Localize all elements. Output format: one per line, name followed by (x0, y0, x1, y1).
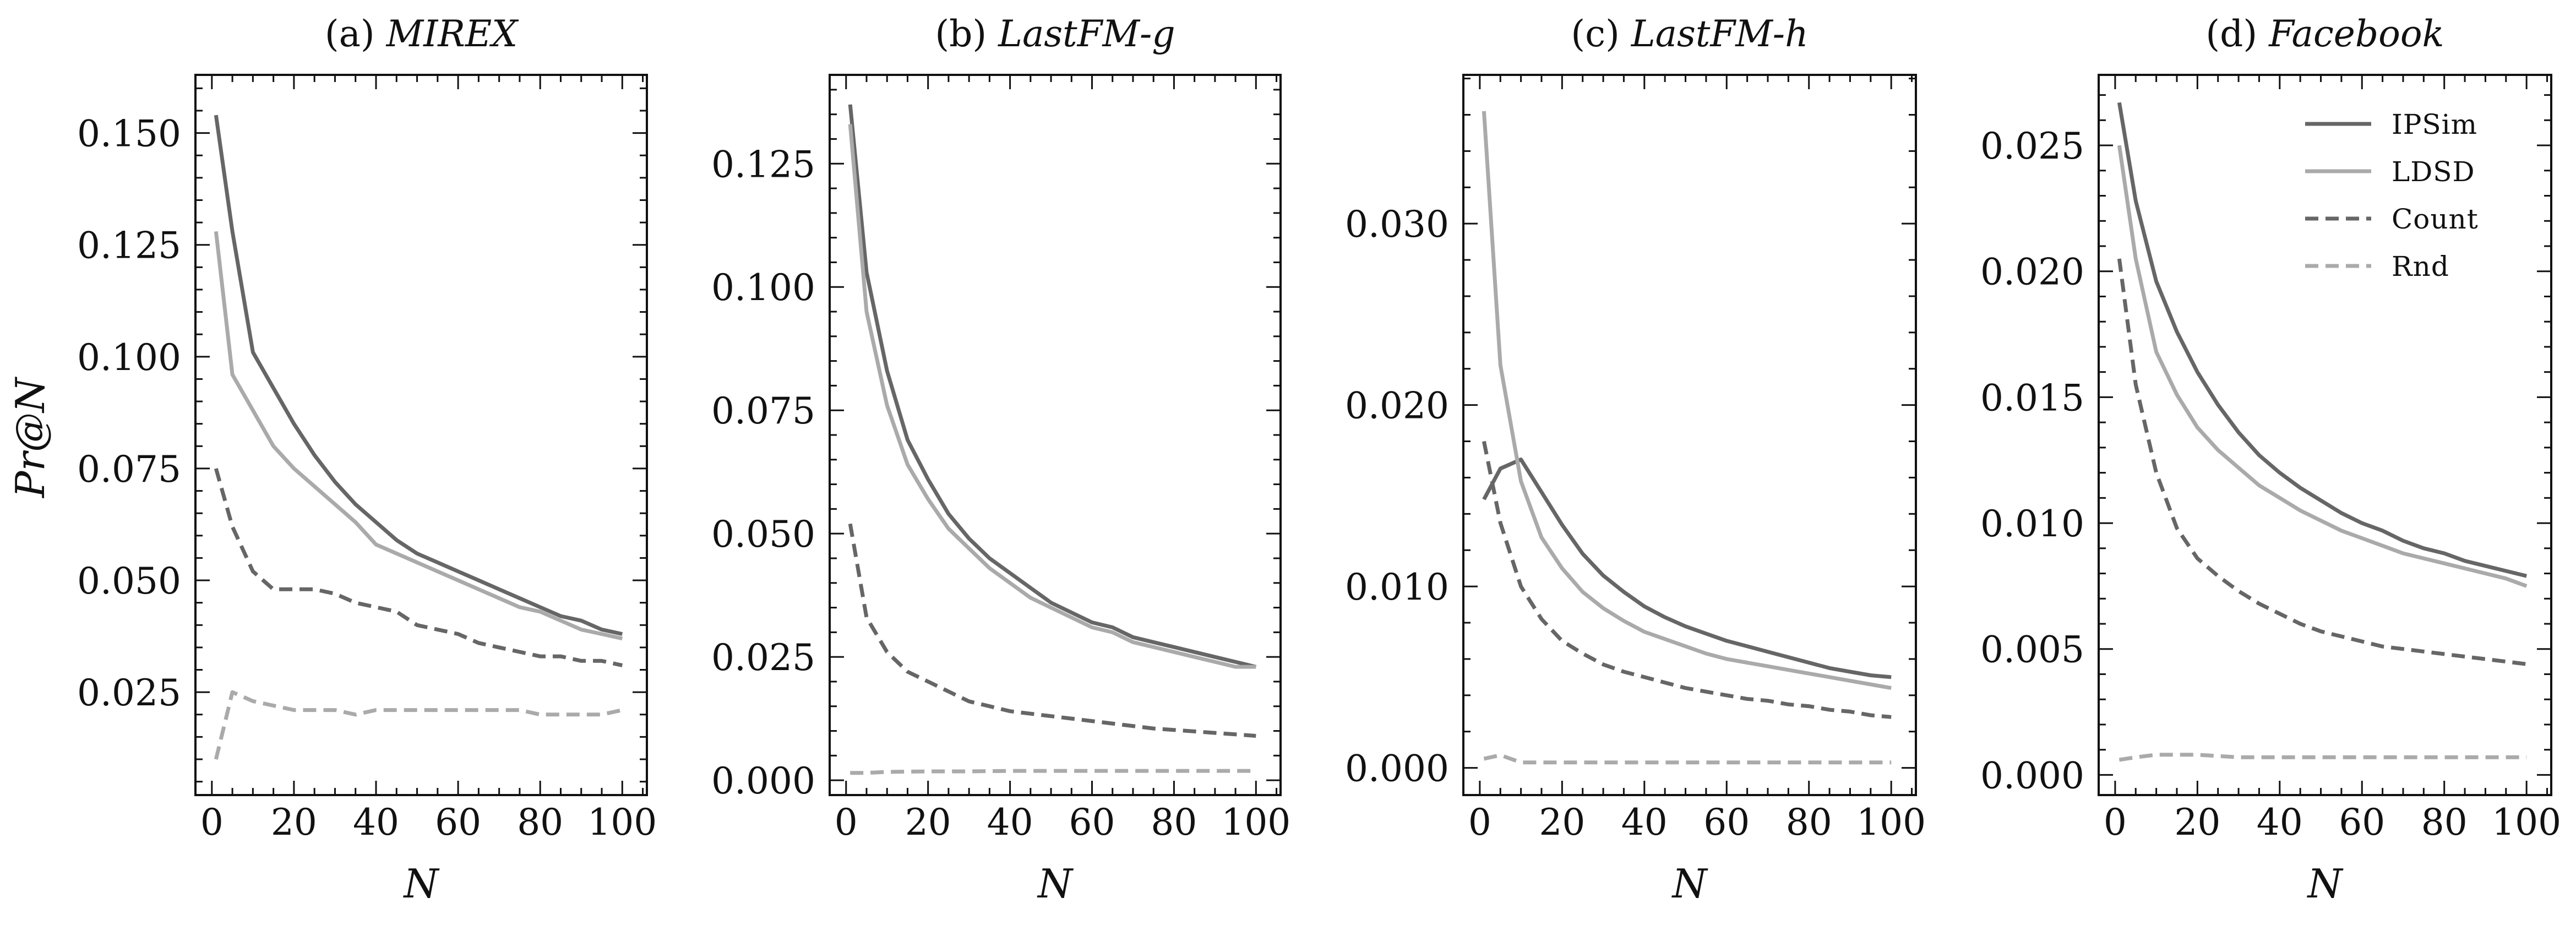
x-axis-label: N (2307, 861, 2344, 907)
y-tick-label: 0.050 (711, 513, 815, 556)
x-tick-label: 60 (1069, 801, 1115, 844)
series-line-ipsim (2117, 102, 2528, 578)
y-tick-label: 0.000 (711, 760, 815, 802)
x-axis-label: N (1671, 861, 1709, 907)
x-tick-label: 0 (2104, 801, 2127, 844)
legend-label-count: Count (2392, 203, 2479, 235)
x-tick-label: 40 (987, 801, 1033, 844)
y-tick-label: 0.020 (1345, 385, 1449, 427)
x-tick-label: 20 (271, 801, 317, 844)
x-tick-label: 0 (835, 801, 858, 844)
x-tick-label: 20 (905, 801, 951, 844)
chart-panels: (a) MIREX 0 20 40 60 80 100 0.025 0.050 0.075 0.10… (77, 13, 2561, 907)
x-tick-label: 80 (1151, 801, 1197, 844)
x-axis-label: N (403, 861, 440, 907)
x-tick-label: 100 (2492, 801, 2561, 844)
x-tick-label: 60 (435, 801, 481, 844)
series-line-ldsd (1482, 111, 1892, 690)
x-tick-label: 20 (1539, 801, 1585, 844)
series-line-count (2117, 258, 2527, 666)
panel-title-prefix: (a) (325, 13, 386, 55)
plot-frame (1462, 74, 1917, 796)
legend-label-ipsim: IPSim (2392, 108, 2477, 140)
x-tick-label: 40 (1621, 801, 1668, 844)
x-tick-label: 0 (200, 801, 224, 844)
panel-title-prefix: (c) (1571, 13, 1631, 55)
plot-frame (2098, 74, 2552, 796)
x-tick-label: 60 (1703, 801, 1750, 844)
y-tick-label: 0.000 (1345, 748, 1449, 790)
x-tick-label: 20 (2174, 801, 2220, 844)
y-tick-label: 0.025 (1980, 125, 2084, 167)
y-tick-label: 0.010 (1345, 566, 1449, 608)
y-tick-label: 0.025 (77, 672, 181, 714)
legend-label-ldsd: LDSD (2392, 156, 2475, 188)
series-line-ipsim (1482, 458, 1892, 679)
chart-panel-0: (a) MIREX 0 20 40 60 80 100 0.025 0.050 0.075 0.10… (77, 13, 657, 907)
panel-title: (a) MIREX (325, 13, 519, 55)
y-tick-label: 0.100 (77, 336, 181, 379)
panel-title-prefix: (d) (2205, 13, 2269, 55)
series-line-count (1482, 440, 1892, 719)
series-line-rnd (2118, 753, 2527, 762)
legend: IPSim LDSD Count Rnd (2305, 108, 2479, 282)
y-tick-label: 0.000 (1980, 754, 2084, 797)
y-tick-label: 0.050 (77, 560, 181, 602)
chart-panel-2: (c) LastFM-h 0 20 40 60 80 100 0.000 0.010 0.020 0… (1345, 13, 1926, 907)
panel-title-name: LastFM-h (1631, 13, 1809, 55)
panel-title-name: Facebook (2268, 13, 2444, 55)
y-tick-label: 0.020 (1980, 251, 2084, 293)
x-axis-label: N (1037, 861, 1074, 907)
x-tick-label: 100 (1856, 801, 1926, 844)
y-tick-label: 0.075 (77, 448, 181, 491)
chart-panel-1: (b) LastFM-g 0 20 40 60 80 100 0.000 0.025 0.050 0… (711, 13, 1290, 907)
y-tick-label: 0.010 (1980, 503, 2084, 545)
series-line-ldsd (214, 231, 623, 641)
series-line-rnd (1483, 753, 1892, 765)
x-tick-label: 80 (517, 801, 563, 844)
y-tick-label: 0.100 (711, 266, 815, 309)
plot-frame (194, 74, 648, 796)
y-axis-label: Pr@N (7, 376, 53, 499)
panel-title-name: MIREX (386, 13, 520, 55)
series-line-ldsd (2117, 145, 2528, 588)
x-tick-label: 60 (2339, 801, 2385, 844)
series-line-rnd (214, 690, 623, 760)
panel-title: (c) LastFM-h (1571, 13, 1808, 55)
series-line-ipsim (214, 115, 623, 636)
y-tick-label: 0.150 (77, 113, 181, 155)
panel-title: (d) Facebook (2205, 13, 2444, 55)
y-tick-label: 0.005 (1980, 629, 2084, 671)
series-line-ldsd (848, 124, 1256, 669)
legend-label-rnd: Rnd (2392, 251, 2449, 282)
y-tick-label: 0.125 (77, 225, 181, 267)
x-tick-label: 0 (1468, 801, 1491, 844)
chart-panel-3: (d) Facebook 0 20 40 60 80 100 0.000 0.005 0.010 0… (1980, 13, 2561, 907)
panel-title-prefix: (b) (935, 13, 998, 55)
series-line-rnd (850, 769, 1256, 775)
series-line-count (214, 467, 623, 667)
y-tick-label: 0.030 (1345, 203, 1449, 246)
panel-title: (b) LastFM-g (935, 13, 1175, 55)
x-tick-label: 80 (1786, 801, 1832, 844)
y-tick-label: 0.025 (711, 636, 815, 679)
x-tick-label: 80 (2421, 801, 2468, 844)
x-tick-label: 40 (353, 801, 399, 844)
x-tick-label: 100 (587, 801, 657, 844)
y-tick-label: 0.015 (1980, 377, 2084, 419)
y-tick-label: 0.075 (711, 390, 815, 432)
series-line-count (848, 523, 1256, 738)
y-tick-label: 0.125 (711, 143, 815, 186)
series-line-ipsim (848, 104, 1257, 669)
panel-title-name: LastFM-g (998, 13, 1175, 55)
x-tick-label: 40 (2257, 801, 2303, 844)
x-tick-label: 100 (1221, 801, 1290, 844)
